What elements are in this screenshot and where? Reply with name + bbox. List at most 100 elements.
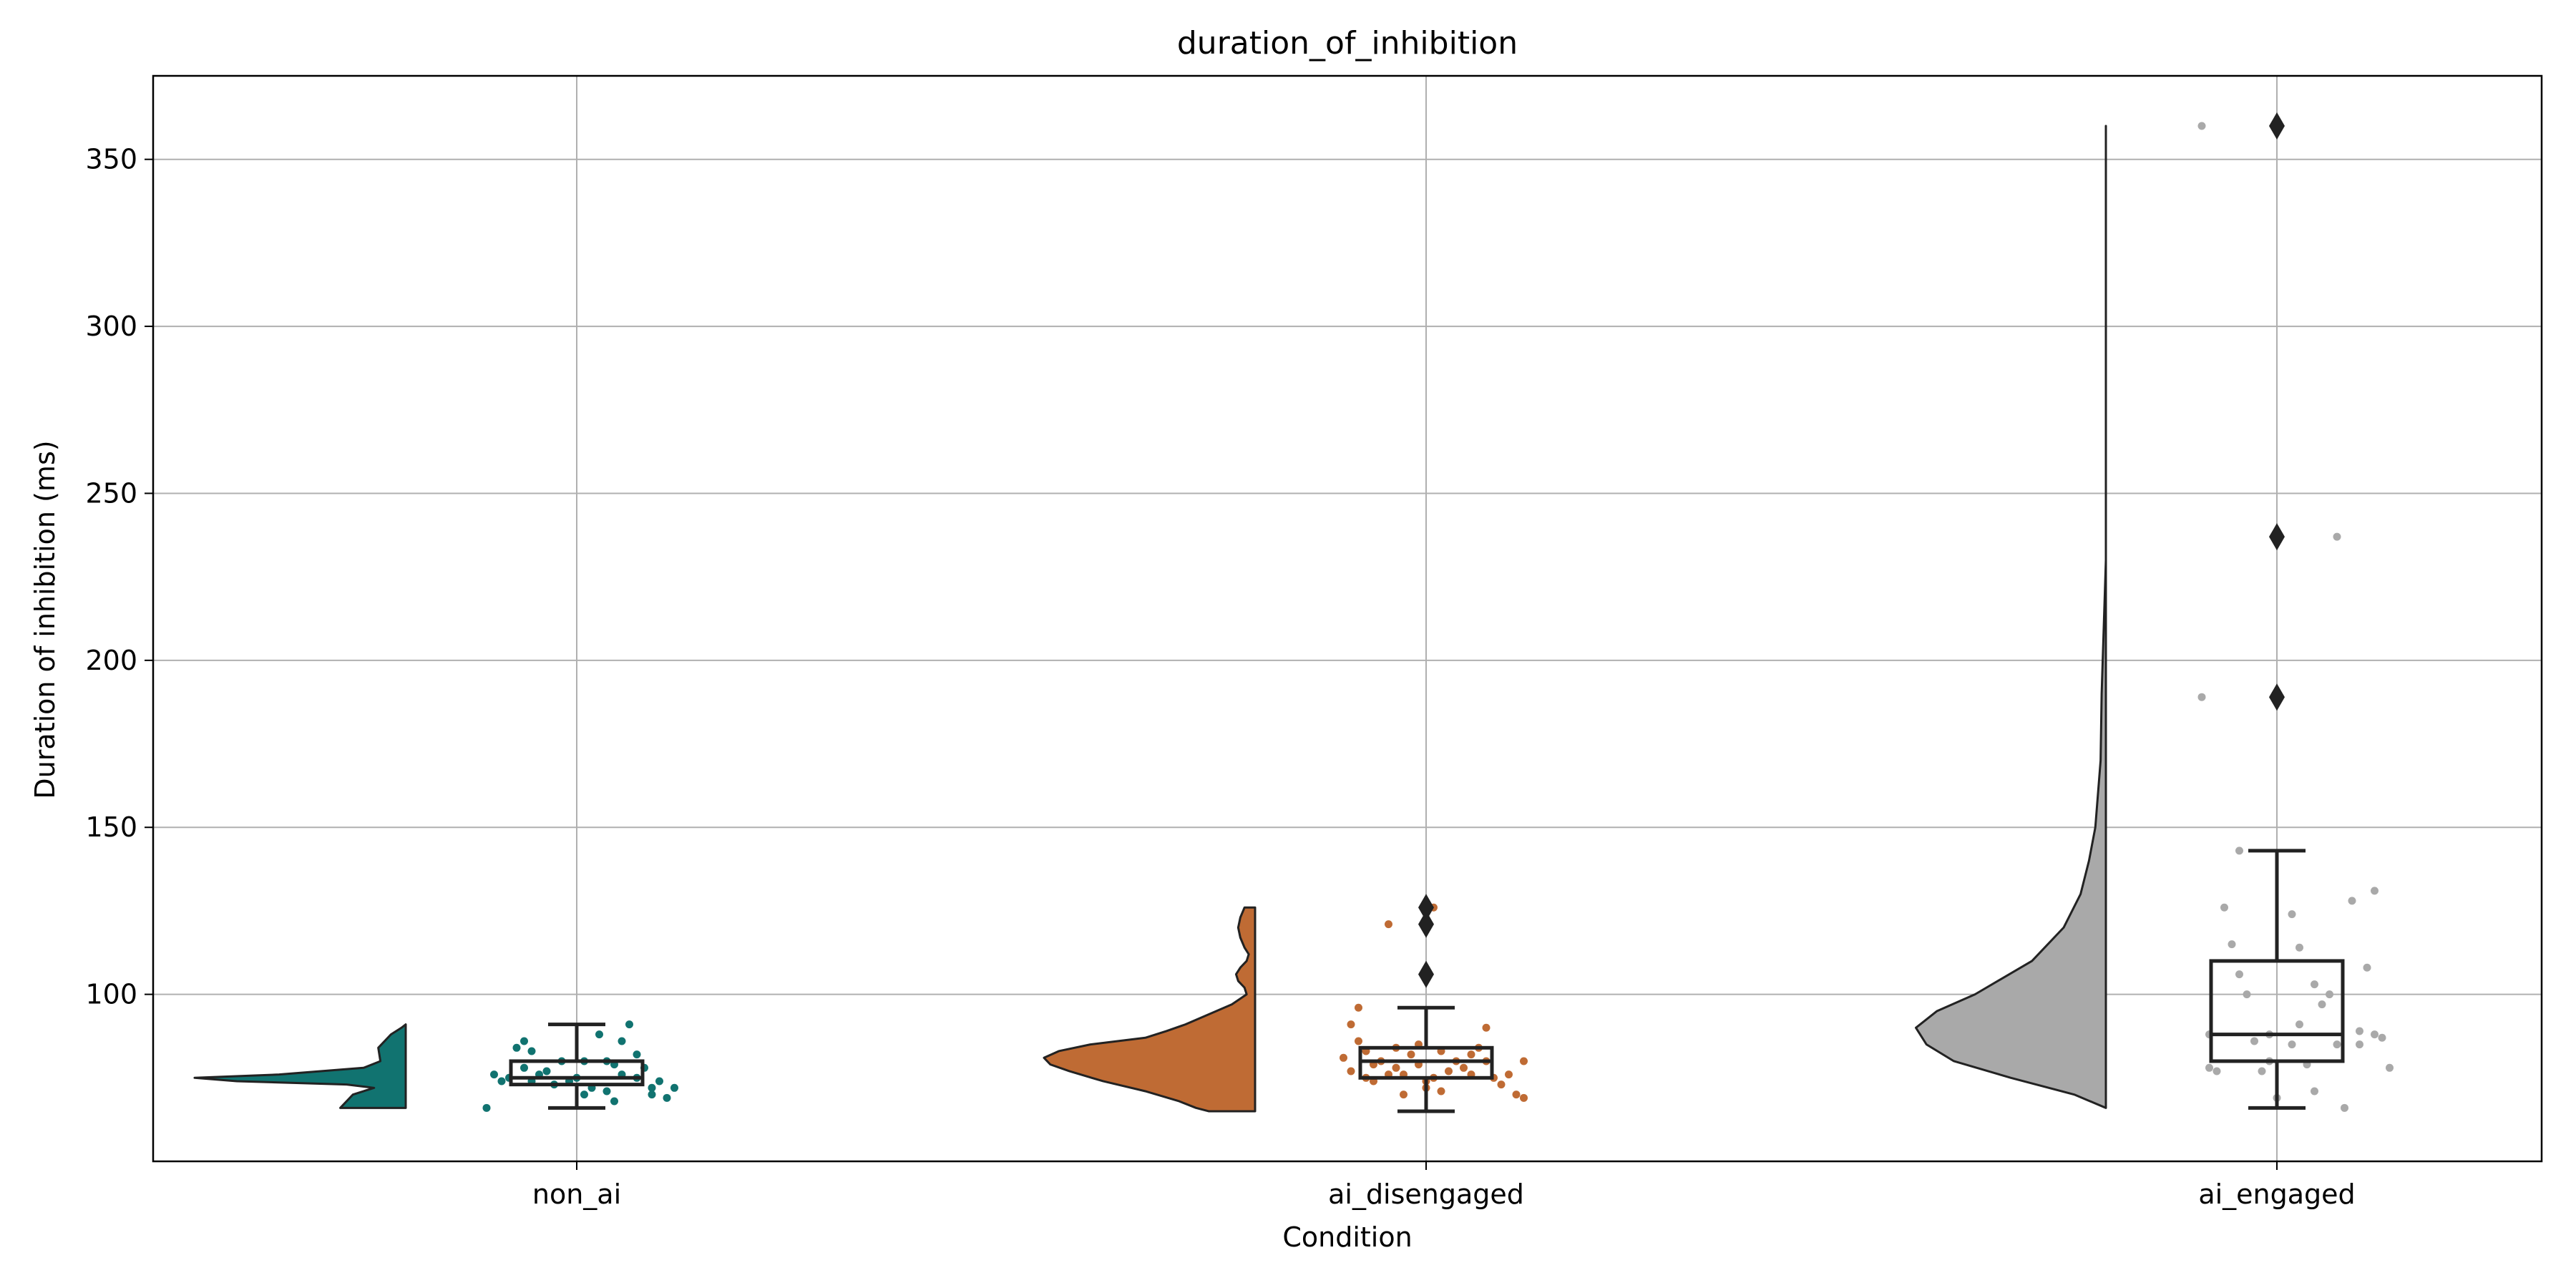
data-point-ai_engaged [2311,1087,2318,1096]
violin-ai_disengaged [1043,906,1257,1113]
data-point-ai_disengaged [1467,1050,1475,1059]
data-point-non_ai [610,1097,618,1106]
data-point-ai_disengaged [1460,1063,1468,1072]
grid-layer [153,76,2542,1161]
data-point-non_ai [670,1083,678,1092]
data-point-non_ai [512,1043,521,1052]
box-layer [509,112,2345,1113]
outlier-ai_engaged [2269,523,2285,551]
data-point-ai_engaged [2235,847,2243,855]
data-point-non_ai [602,1087,611,1096]
data-point-ai_engaged [2197,122,2206,130]
data-point-ai_disengaged [1392,1063,1400,1072]
data-point-ai_engaged [2296,943,2303,952]
data-point-non_ai [482,1103,491,1112]
data-point-ai_engaged [2371,1030,2379,1039]
data-point-ai_engaged [2288,910,2296,919]
data-point-ai_engaged [2318,1000,2326,1009]
data-point-ai_disengaged [1482,1023,1491,1032]
violin-non_ai [193,1023,407,1109]
box-ai_engaged [2209,959,2345,1063]
data-point-ai_disengaged [1497,1080,1506,1089]
data-point-ai_engaged [2220,903,2228,912]
data-point-ai_disengaged [1512,1091,1521,1099]
data-point-ai_disengaged [1347,1067,1355,1075]
y-tick-label: 300 [85,311,137,342]
violin-layer [193,125,2107,1113]
data-point-non_ai [542,1067,551,1075]
data-point-ai_disengaged [1520,1093,1528,1102]
data-point-non_ai [648,1091,656,1099]
data-point-ai_engaged [2356,1040,2363,1049]
data-point-ai_disengaged [1340,1053,1347,1062]
data-point-ai_disengaged [1355,1003,1362,1012]
outlier-ai_disengaged [1418,910,1434,938]
data-point-ai_disengaged [1355,1037,1362,1045]
data-point-ai_disengaged [1445,1067,1453,1075]
outlier-ai_disengaged [1418,960,1434,988]
outlier-ai_disengaged [1418,894,1434,922]
tick-layer: 100 150 200 250 300 350 non_ai ai_disengaged ai_… [85,144,2355,1210]
data-point-non_ai [655,1077,663,1085]
data-point-ai_disengaged [1407,1050,1415,1059]
data-point-ai_engaged [2212,1067,2221,1075]
x-axis-label: Condition [1282,1221,1412,1253]
y-axis-label: Duration of inhibition (ms) [29,440,61,799]
plot-frame [152,74,2543,1163]
data-point-non_ai [490,1070,498,1079]
data-point-ai_disengaged [1437,1087,1445,1096]
data-point-non_ai [520,1037,528,1045]
data-point-ai_engaged [2235,970,2243,979]
x-tick-label: ai_engaged [2198,1179,2355,1210]
y-tick-label: 250 [85,477,137,509]
data-point-ai_engaged [2348,897,2356,905]
data-point-ai_engaged [2205,1063,2213,1072]
y-tick-label: 100 [85,979,137,1010]
outlier-ai_engaged [2269,112,2285,140]
data-point-ai_disengaged [1400,1091,1407,1099]
data-point-non_ai [580,1091,588,1099]
data-point-ai_engaged [2258,1067,2266,1075]
data-point-ai_engaged [2341,1103,2348,1112]
data-point-non_ai [648,1083,656,1092]
chart-title: duration_of_inhibition [1177,25,1518,62]
data-point-non_ai [625,1020,633,1029]
data-point-ai_disengaged [1520,1057,1528,1065]
y-tick-label: 200 [85,645,137,676]
data-point-ai_disengaged [1505,1070,1513,1079]
data-point-ai_engaged [2386,1063,2394,1072]
data-point-non_ai [618,1037,626,1045]
data-point-non_ai [633,1050,641,1059]
y-tick-label: 150 [85,811,137,843]
data-point-ai_disengaged [1385,920,1392,929]
data-point-non_ai [595,1030,603,1039]
data-point-ai_engaged [2371,887,2379,895]
data-point-ai_engaged [2228,940,2236,949]
x-tick-label: non_ai [532,1179,621,1210]
violin-ai_engaged [1915,125,2107,1109]
data-point-ai_disengaged [1347,1020,1355,1029]
data-point-ai_engaged [2296,1020,2303,1029]
data-point-ai_engaged [2197,693,2206,701]
data-point-non_ai [663,1093,671,1102]
data-point-ai_engaged [2356,1027,2363,1035]
data-point-ai_engaged [2326,990,2333,999]
x-tick-label: ai_disengaged [1328,1179,1524,1210]
data-point-ai_engaged [2378,1033,2386,1042]
data-point-ai_engaged [2333,532,2341,541]
data-point-ai_engaged [2250,1037,2258,1045]
data-point-non_ai [527,1047,536,1055]
outlier-ai_engaged [2269,683,2285,711]
box-non_ai [509,1059,645,1087]
data-point-ai_engaged [2243,990,2251,999]
data-point-non_ai [520,1063,528,1072]
data-point-non_ai [497,1077,506,1085]
data-point-ai_engaged [2333,1040,2341,1049]
y-tick-label: 350 [85,144,137,175]
data-point-ai_engaged [2288,1040,2296,1049]
data-point-ai_engaged [2363,963,2371,972]
data-point-ai_engaged [2311,980,2318,989]
